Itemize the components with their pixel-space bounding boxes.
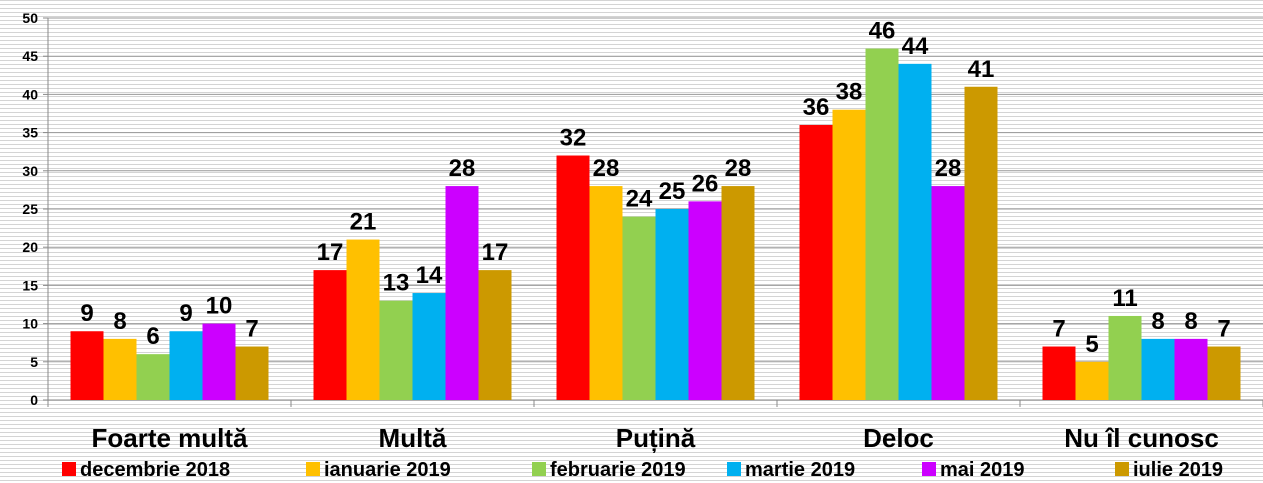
data-label: 8	[1184, 308, 1197, 335]
data-label: 6	[146, 323, 159, 350]
legend-swatch	[306, 462, 320, 476]
y-tick-label: 10	[22, 316, 38, 332]
x-tick-label: Puțină	[616, 423, 696, 453]
y-tick-label: 0	[30, 392, 38, 408]
data-label: 14	[416, 262, 443, 289]
legend-swatch	[727, 462, 741, 476]
y-tick-label: 25	[22, 201, 38, 217]
legend-swatch	[532, 462, 546, 476]
legend-label: mai 2019	[940, 459, 1025, 481]
bar	[832, 109, 866, 401]
bar	[1108, 315, 1142, 400]
bar	[898, 63, 932, 401]
y-tick-label: 20	[22, 239, 38, 255]
y-tick-label: 35	[22, 125, 38, 141]
data-label: 8	[113, 308, 126, 335]
data-label: 9	[179, 300, 192, 327]
bar	[202, 323, 236, 400]
data-label: 38	[836, 79, 863, 106]
bar	[169, 331, 203, 400]
bar	[445, 186, 479, 400]
y-tick-label: 40	[22, 86, 38, 102]
y-tick-label: 5	[30, 354, 38, 370]
data-label: 9	[80, 300, 93, 327]
data-label: 10	[206, 293, 233, 320]
data-label: 41	[968, 56, 995, 83]
y-tick-label: 45	[22, 48, 38, 64]
bar	[235, 346, 269, 400]
bar	[1174, 338, 1208, 400]
bar	[1042, 346, 1076, 400]
data-label: 13	[383, 270, 410, 297]
bar	[103, 338, 137, 400]
bar	[70, 331, 104, 400]
bar	[1075, 361, 1109, 400]
legend-label: februarie 2019	[550, 459, 686, 481]
legend-label: martie 2019	[745, 459, 855, 481]
legend-label: iulie 2019	[1133, 459, 1223, 481]
legend-swatch	[1115, 462, 1129, 476]
data-label: 25	[659, 178, 686, 205]
bar	[1141, 338, 1175, 400]
bar	[865, 48, 899, 401]
x-tick-label: Multă	[379, 423, 447, 453]
data-label: 44	[902, 33, 929, 60]
bar	[622, 216, 656, 400]
bar	[478, 270, 512, 400]
bar	[346, 239, 380, 400]
data-label: 28	[725, 155, 752, 182]
bar	[556, 155, 590, 400]
legend-swatch	[922, 462, 936, 476]
bar	[655, 209, 689, 400]
data-label: 8	[1151, 308, 1164, 335]
data-label: 26	[692, 170, 719, 197]
data-label: 46	[869, 18, 896, 45]
bar	[721, 186, 755, 400]
y-tick-label: 50	[22, 10, 38, 26]
x-tick-label: Foarte multă	[91, 423, 248, 453]
data-label: 21	[350, 209, 377, 236]
bar	[589, 186, 623, 400]
data-label: 7	[245, 316, 258, 343]
bar	[799, 124, 833, 401]
data-label: 7	[1052, 316, 1065, 343]
bar	[379, 300, 413, 400]
y-tick-label: 30	[22, 163, 38, 179]
legend-label: decembrie 2018	[80, 459, 230, 481]
bar	[1207, 346, 1241, 400]
x-tick-label: Deloc	[863, 423, 934, 453]
bar	[688, 201, 722, 400]
data-label: 17	[317, 239, 344, 266]
data-label: 32	[560, 125, 587, 152]
data-label: 11	[1112, 285, 1137, 312]
data-label: 28	[449, 155, 476, 182]
bar	[412, 293, 446, 400]
y-tick-label: 15	[22, 277, 38, 293]
bar	[931, 186, 965, 400]
legend-label: ianuarie 2019	[324, 459, 451, 481]
bar	[136, 354, 170, 400]
data-label: 5	[1085, 331, 1098, 358]
data-label: 28	[935, 155, 962, 182]
data-label: 17	[482, 239, 509, 266]
bar	[964, 86, 998, 400]
legend-swatch	[62, 462, 76, 476]
data-label: 36	[803, 94, 830, 121]
data-label: 28	[593, 155, 620, 182]
bar	[313, 270, 347, 400]
data-label: 24	[626, 186, 653, 213]
data-label: 7	[1217, 316, 1230, 343]
x-tick-label: Nu îl cunosc	[1064, 423, 1219, 453]
